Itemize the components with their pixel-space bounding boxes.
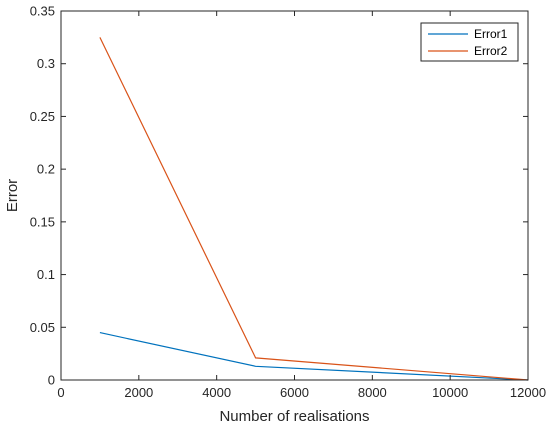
x-axis-ticks: 0 2000 4000 6000 8000 10000 12000 xyxy=(57,11,546,400)
series-line-error2 xyxy=(99,37,529,381)
legend-box xyxy=(420,22,519,62)
x-tick-label: 12000 xyxy=(510,385,546,400)
y-tick-label: 0 xyxy=(48,373,55,388)
y-axis-ticks: 0 0.05 0.1 0.15 0.2 0.25 0.3 0.35 xyxy=(30,4,528,388)
y-tick-label: 0.3 xyxy=(37,56,55,71)
plot-background xyxy=(61,11,528,380)
plot-area xyxy=(61,11,528,380)
y-tick-label: 0.35 xyxy=(30,4,55,19)
y-tick-label: 0.1 xyxy=(37,267,55,282)
series-layer xyxy=(99,37,529,381)
x-tick-label: 4000 xyxy=(202,385,231,400)
series-line-error1 xyxy=(99,332,529,381)
x-axis-label: Number of realisations xyxy=(219,408,369,425)
legend-label-error1: Error1 xyxy=(474,27,508,41)
y-tick-label: 0.25 xyxy=(30,109,55,124)
y-tick-label: 0.2 xyxy=(37,162,55,177)
x-tick-label: 8000 xyxy=(358,385,387,400)
x-tick-label: 10000 xyxy=(432,385,468,400)
y-tick-label: 0.15 xyxy=(30,214,55,229)
y-tick-label: 0.05 xyxy=(30,320,55,335)
x-tick-label: 6000 xyxy=(280,385,309,400)
legend-label-error2: Error2 xyxy=(474,44,508,58)
y-axis-label: Error xyxy=(4,179,21,212)
x-tick-label: 0 xyxy=(57,385,64,400)
x-tick-label: 2000 xyxy=(124,385,153,400)
legend: Error1 Error2 xyxy=(420,22,519,62)
